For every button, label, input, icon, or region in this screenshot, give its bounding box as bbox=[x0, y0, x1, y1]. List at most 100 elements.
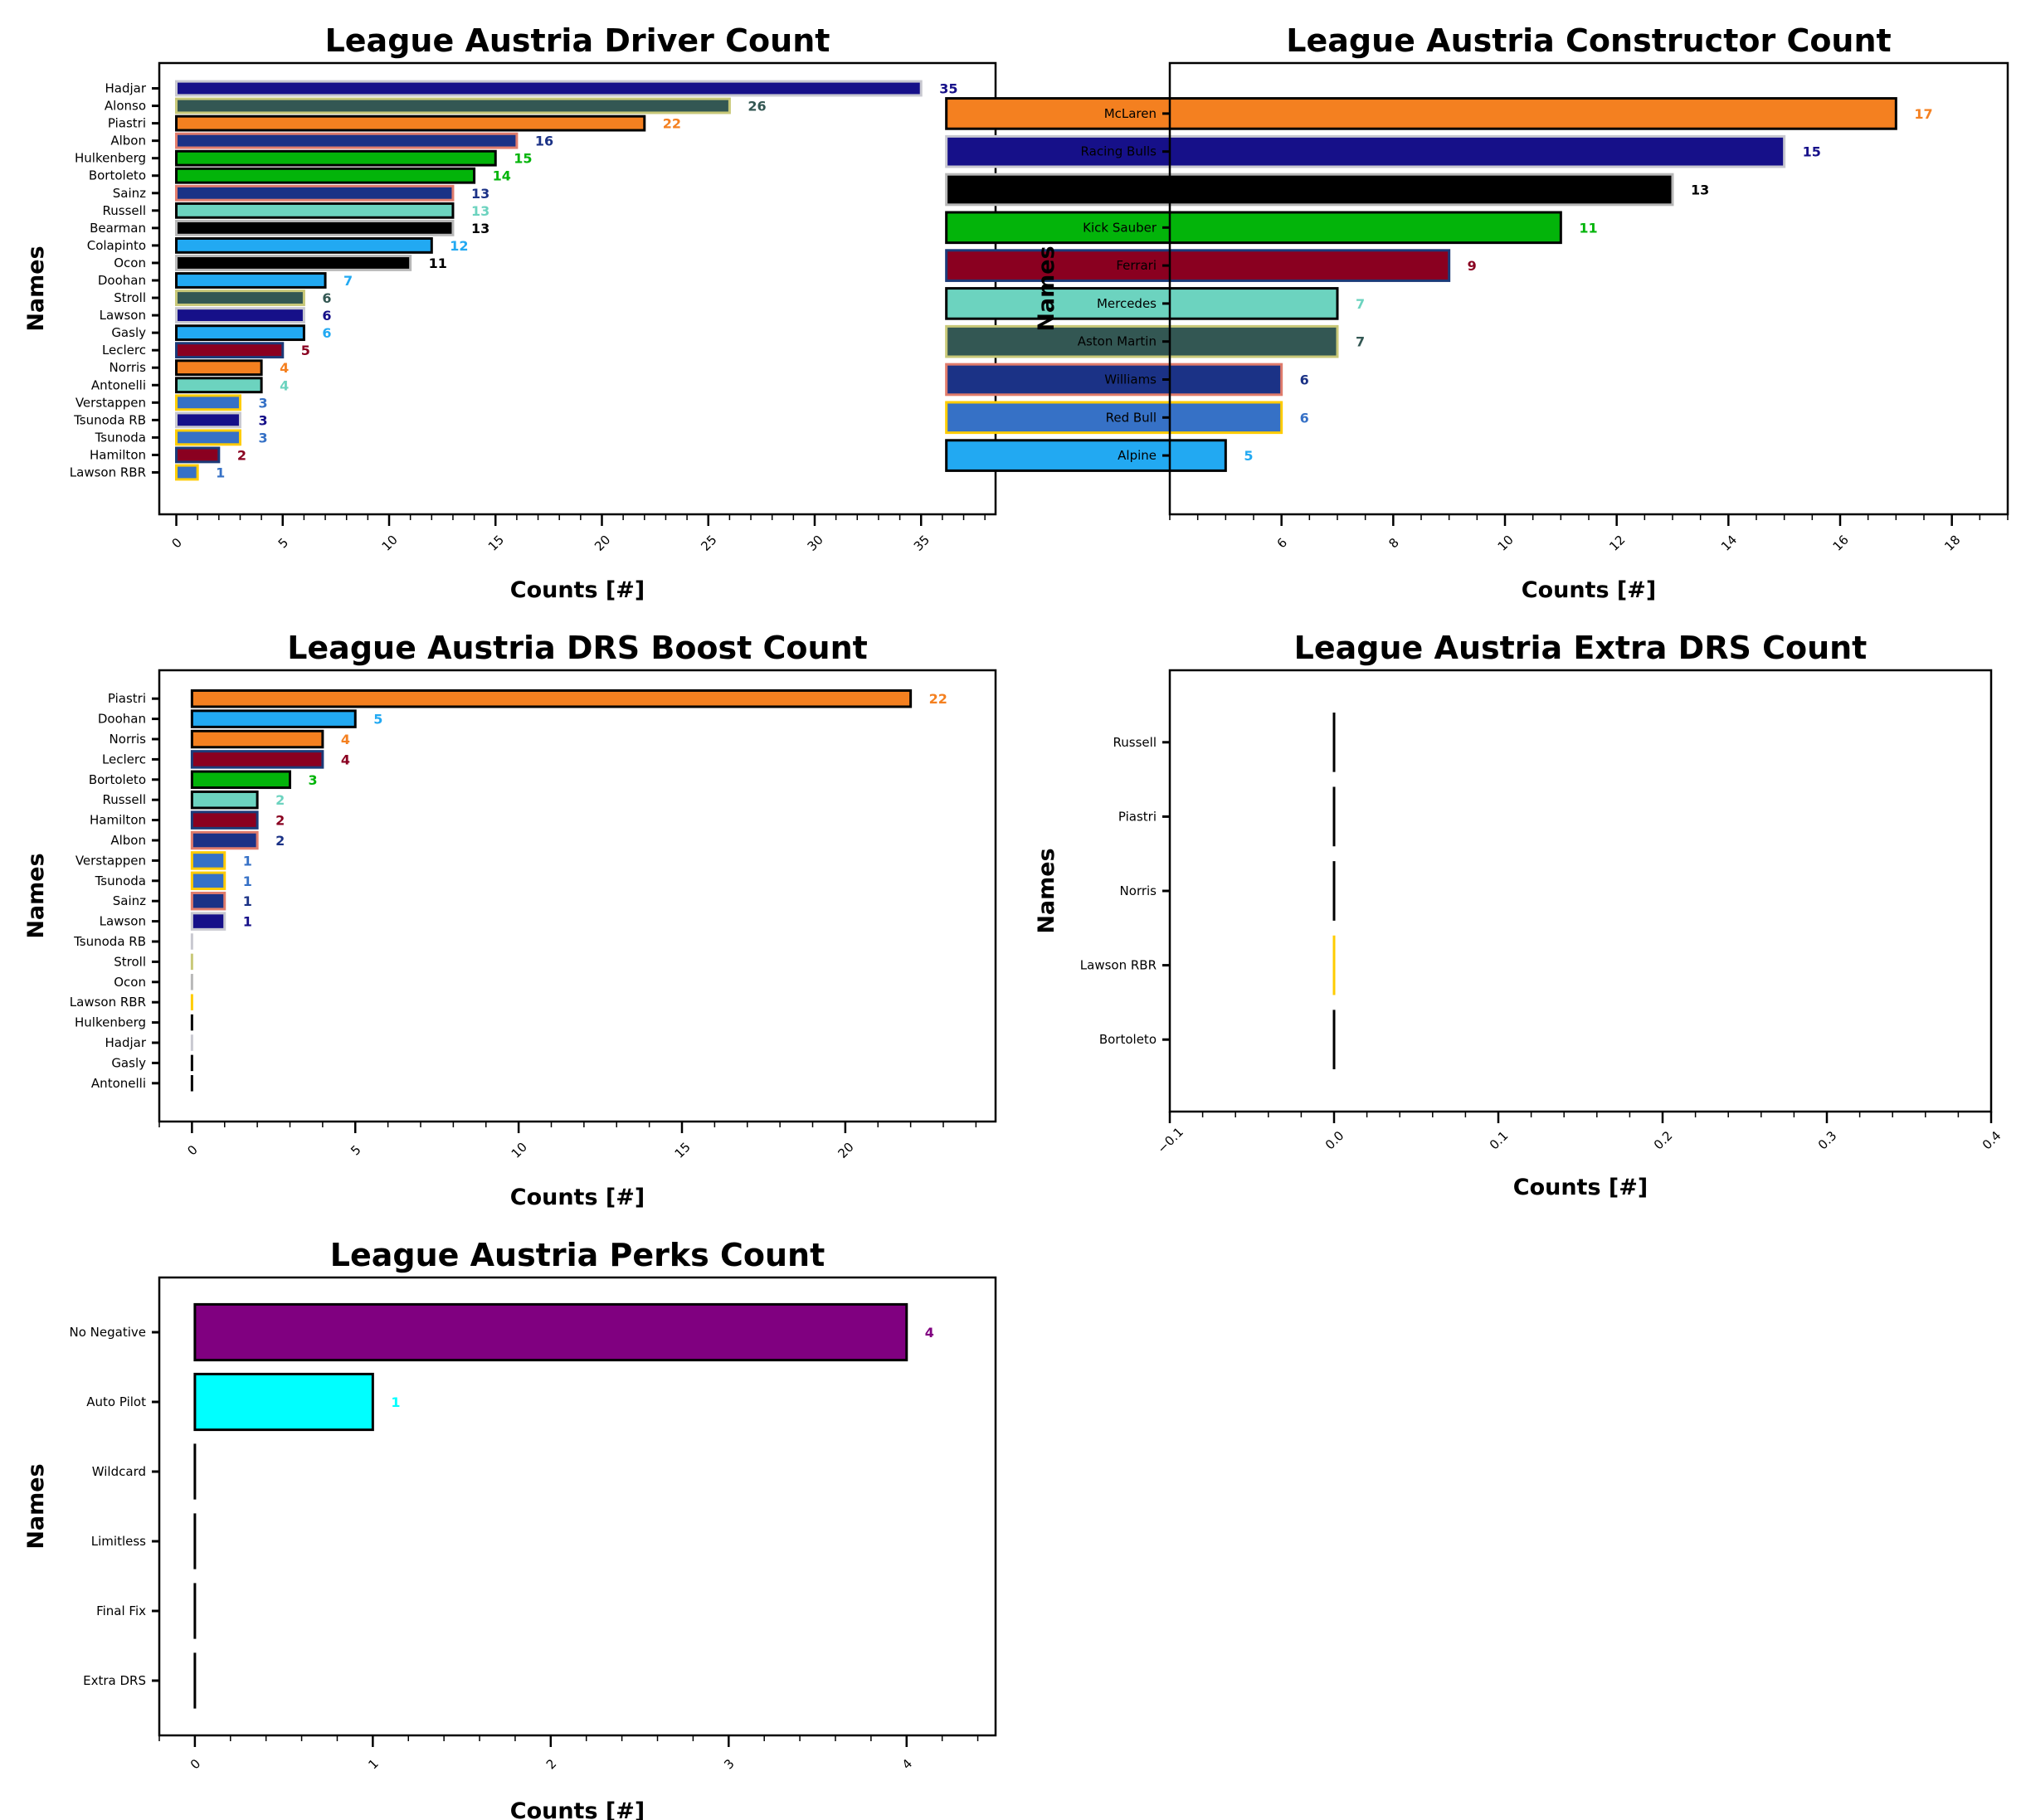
y-tick-label: Hamilton bbox=[90, 813, 146, 828]
bar bbox=[945, 134, 1786, 168]
chart-title: League Austria Constructor Count bbox=[1286, 22, 1891, 59]
value-label: 35 bbox=[939, 81, 957, 97]
chart-title: League Austria Extra DRS Count bbox=[1294, 630, 1868, 666]
y-tick-label: Limitless bbox=[91, 1534, 146, 1549]
y-tick-label: Norris bbox=[110, 732, 147, 747]
bar bbox=[190, 770, 291, 790]
value-label: 2 bbox=[275, 813, 285, 829]
bar bbox=[175, 255, 412, 271]
x-tick-label: 0.4 bbox=[1980, 1128, 2004, 1153]
y-tick-label: Piastri bbox=[108, 691, 146, 706]
x-axis-label: Counts [#] bbox=[510, 1798, 645, 1820]
bar bbox=[945, 173, 1674, 207]
bar bbox=[175, 184, 455, 202]
x-tick-label: 10 bbox=[1495, 533, 1517, 554]
bar bbox=[175, 290, 305, 306]
value-label: 14 bbox=[493, 168, 511, 184]
y-tick-label: Verstappen bbox=[75, 853, 146, 868]
x-tick-label: 4 bbox=[899, 1756, 915, 1772]
value-label: 7 bbox=[1356, 296, 1365, 312]
value-label: 4 bbox=[280, 377, 289, 393]
value-label: 22 bbox=[929, 691, 947, 707]
bar bbox=[175, 429, 241, 446]
bar bbox=[175, 464, 199, 481]
y-tick-label: Leclerc bbox=[102, 752, 146, 766]
value-label: 5 bbox=[301, 343, 310, 358]
y-tick-label: Tsunoda bbox=[95, 430, 146, 445]
y-tick-label: Lawson bbox=[100, 914, 146, 929]
y-tick-label: Tsunoda RB bbox=[73, 412, 146, 427]
x-tick-label: 6 bbox=[1274, 535, 1290, 551]
y-tick-label: No Negative bbox=[70, 1325, 146, 1340]
bar bbox=[945, 287, 1339, 320]
value-label: 13 bbox=[471, 186, 489, 202]
value-label: 3 bbox=[258, 395, 267, 411]
bar bbox=[175, 202, 455, 219]
chart-perks: League Austria Perks Count No Negative 4 Au… bbox=[23, 1237, 997, 1820]
axes-frame bbox=[158, 669, 997, 1123]
y-tick-label: Williams bbox=[1104, 372, 1157, 387]
y-tick-label: Doohan bbox=[98, 712, 146, 727]
y-tick-label: Haas bbox=[1126, 182, 1157, 197]
bar bbox=[175, 167, 476, 184]
bar bbox=[175, 394, 241, 411]
x-tick-label: 18 bbox=[1941, 533, 1963, 554]
x-tick-label: 1 bbox=[365, 1756, 381, 1772]
bar bbox=[190, 729, 324, 749]
y-tick-label: Hulkenberg bbox=[75, 1015, 146, 1030]
y-tick-label: Bortoleto bbox=[1099, 1032, 1157, 1047]
bar bbox=[175, 219, 455, 236]
value-label: 9 bbox=[1468, 258, 1477, 274]
bar bbox=[945, 324, 1339, 358]
bar bbox=[175, 307, 305, 324]
y-tick-label: Leclerc bbox=[102, 343, 146, 358]
x-tick-label: 14 bbox=[1718, 533, 1740, 554]
bar bbox=[190, 912, 226, 931]
chart-title: League Austria Perks Count bbox=[330, 1237, 825, 1273]
y-axis-label: Names bbox=[23, 246, 49, 331]
x-tick-label: 15 bbox=[485, 533, 507, 554]
x-tick-label: 2 bbox=[543, 1756, 559, 1772]
bar bbox=[945, 97, 1897, 130]
x-axis-label: Counts [#] bbox=[510, 1185, 645, 1210]
x-axis-label: Counts [#] bbox=[510, 577, 645, 603]
bar bbox=[175, 114, 646, 132]
y-tick-label: Russell bbox=[103, 792, 146, 807]
value-label: 1 bbox=[243, 874, 252, 889]
x-tick-label: 20 bbox=[592, 533, 613, 554]
value-label: 5 bbox=[1244, 448, 1253, 464]
y-axis-label: Names bbox=[1034, 848, 1059, 933]
x-tick-label: 5 bbox=[348, 1142, 363, 1158]
x-axis-label: Counts [#] bbox=[1522, 577, 1657, 603]
y-tick-label: Colapinto bbox=[87, 238, 146, 253]
value-label: 6 bbox=[1300, 372, 1309, 388]
y-tick-label: Albon bbox=[110, 833, 146, 848]
x-tick-label: 0 bbox=[168, 535, 184, 551]
x-tick-label: 0.0 bbox=[1322, 1128, 1347, 1153]
value-label: 15 bbox=[1803, 144, 1821, 160]
value-label: 1 bbox=[216, 465, 225, 480]
value-label: 6 bbox=[1300, 410, 1309, 426]
bar bbox=[175, 97, 731, 114]
value-label: 2 bbox=[275, 792, 285, 808]
y-tick-label: Ocon bbox=[114, 255, 146, 270]
x-tick-label: 25 bbox=[698, 533, 719, 554]
x-tick-label: 35 bbox=[911, 533, 933, 554]
x-axis-label: Counts [#] bbox=[1513, 1175, 1648, 1200]
x-tick-label: 0.1 bbox=[1487, 1128, 1512, 1153]
value-label: 1 bbox=[243, 853, 252, 869]
chart-extra-drs: League Austria Extra DRS Count Russell Pia… bbox=[1034, 630, 2004, 1200]
x-tick-label: 5 bbox=[275, 535, 291, 551]
value-label: 1 bbox=[243, 893, 252, 909]
x-tick-label: 12 bbox=[1606, 533, 1628, 554]
x-tick-label: −0.1 bbox=[1154, 1124, 1186, 1156]
bar bbox=[175, 377, 263, 394]
value-label: 6 bbox=[322, 308, 331, 324]
value-label: 1 bbox=[243, 914, 252, 930]
y-tick-label: Alonso bbox=[105, 99, 146, 114]
y-tick-label: Mercedes bbox=[1097, 296, 1157, 311]
axes-frame bbox=[158, 1276, 997, 1737]
bar bbox=[175, 342, 285, 359]
